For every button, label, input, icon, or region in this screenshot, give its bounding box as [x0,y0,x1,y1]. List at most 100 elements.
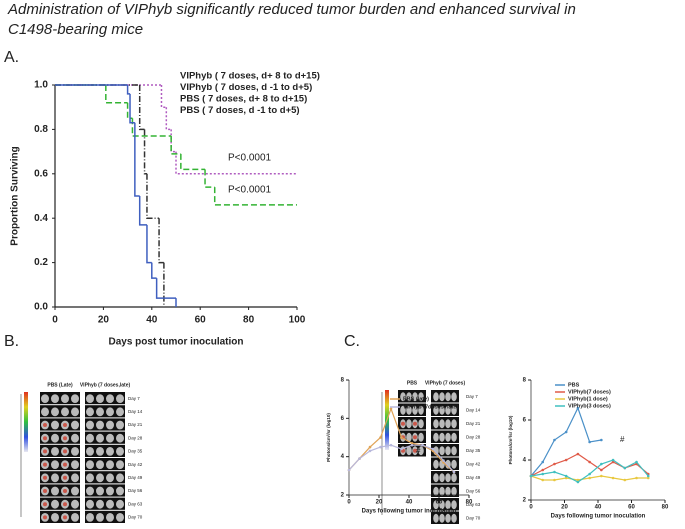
y-tick-label: 4 [523,458,527,464]
point [611,460,615,464]
y-tick-label: 6 [523,418,527,424]
survival-step [180,153,206,171]
image-row-label: Day 7 [466,394,478,399]
point [368,449,372,453]
legend-label: PBS ( 7 doses, d+ 8 to d+15) [180,94,307,105]
mouse [445,473,451,483]
point [368,445,372,449]
mouse [116,499,124,509]
mouse [106,394,114,403]
mouse-image [40,458,80,471]
legend-label: VIPhyb(3 doses) [568,403,611,409]
mouse [406,392,412,402]
mouse [106,420,114,430]
mouse [451,392,457,402]
mouse [433,473,439,483]
annotation: # [416,446,421,455]
mouse-image [85,497,125,510]
mouse-image [85,510,125,523]
mouse [71,460,79,469]
mouse-image [85,484,125,497]
x-tick-label: 20 [561,505,568,511]
mouse [116,447,124,456]
survival-step [160,85,167,108]
mouse [51,486,59,496]
x-tick-label: 40 [406,500,413,506]
y-tick-label: 8 [341,378,345,384]
mouse [406,405,412,415]
colorbar [24,392,28,452]
mouse-image [85,392,125,405]
mouse [439,432,445,442]
mouse [116,473,124,483]
point [576,478,580,482]
point [646,476,650,480]
survival-step [131,118,172,137]
mouse [439,405,445,415]
mouse [51,394,59,403]
mouse [400,392,406,402]
mouse-image [40,510,80,523]
mouse [86,499,94,509]
x-tick-label: 60 [628,505,635,511]
mouse [96,407,104,417]
mouse [445,446,451,456]
mouse [451,500,457,510]
mouse [96,486,104,496]
signal [63,423,67,427]
mouse [433,392,439,402]
mouse [96,394,104,403]
survival-step [204,169,215,188]
x-tick-label: 40 [146,315,158,326]
signal [413,435,417,440]
mouse [51,513,59,522]
signal [63,515,67,520]
mouse [439,486,445,496]
image-row-label: Day 56 [128,488,143,493]
signal [413,421,417,426]
mouse-image [40,431,80,444]
mouse [451,486,457,496]
annotation: P<0.0001 [228,185,272,196]
point [358,457,361,460]
survival-step [170,136,181,155]
image-row-label: Day 63 [128,501,143,506]
image-row-label: Day 42 [466,461,481,466]
point [389,443,393,447]
signal [63,489,67,493]
mouse-image [85,444,125,457]
mouse-image [40,405,80,418]
survival-step [158,218,164,264]
point [553,462,556,466]
signal [43,462,47,467]
x-axis-label: Days following tumor inoculation [551,514,646,520]
signal [63,475,67,480]
mouse [406,419,412,429]
signal [43,475,47,480]
signal [43,449,47,454]
x-tick-label: 20 [98,315,110,326]
mouse [418,392,424,402]
mouse [433,459,439,469]
mouse [445,419,451,429]
mouse [406,432,412,442]
y-tick-label: 4 [341,454,345,460]
legend-label: VIPhyb (7doses, late) [403,404,458,410]
x-tick-label: 80 [243,315,255,326]
image-row-label: Day 70 [466,515,481,520]
mouse [400,405,406,415]
signal [43,423,47,427]
mouse [418,446,424,456]
mouse [96,473,104,483]
mouse [406,446,412,456]
panel-label: B. [4,333,19,350]
x-tick-label: 60 [195,315,207,326]
legend-label: PBS ( 7 doses, d -1 to d+5) [180,105,300,116]
signal [63,436,67,441]
image-row-label: Day 14 [466,407,481,412]
survival-step [213,187,297,206]
point [400,436,403,439]
mouse [439,473,445,483]
signal [401,421,405,426]
point [410,441,414,445]
